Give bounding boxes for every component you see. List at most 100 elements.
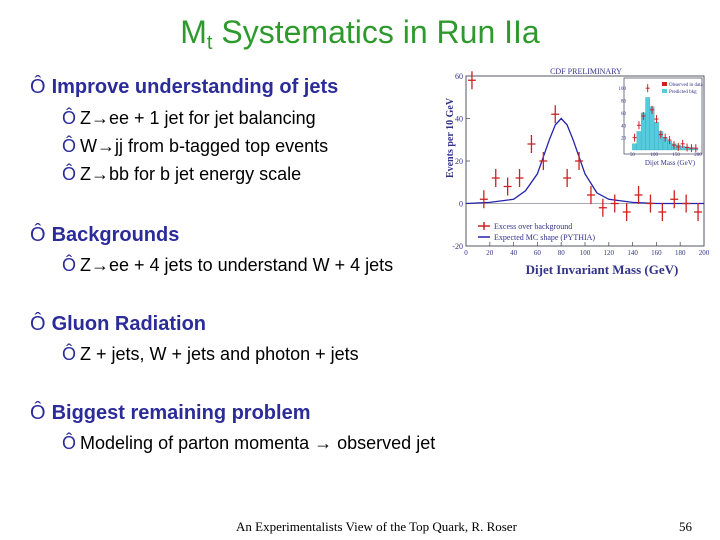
- x-tick-label: 40: [510, 249, 517, 257]
- x-tick-label: 20: [486, 249, 494, 257]
- inset-data-point: [663, 133, 668, 142]
- list-item-text: W→jj from b-tagged top events: [80, 136, 329, 156]
- data-point: [491, 169, 500, 187]
- inset-data-point: [641, 112, 646, 120]
- x-tick-label: 180: [675, 249, 686, 257]
- list-item: Ô Z→bb for b jet energy scale: [62, 164, 301, 185]
- inset-bin: [632, 143, 637, 151]
- x-tick-label: 80: [558, 249, 566, 257]
- legend-excess: Excess over background: [494, 222, 572, 231]
- data-point: [610, 194, 619, 213]
- bullet-icon: Ô: [62, 255, 77, 275]
- inset-legend-data: Observed in data: [669, 83, 704, 88]
- data-point: [479, 190, 488, 209]
- title-rest: Systematics in Run IIa: [212, 14, 540, 50]
- data-point: [539, 152, 548, 170]
- heading-text: Gluon Radiation: [51, 313, 206, 335]
- x-tick-label: 160: [651, 249, 662, 257]
- data-point: [527, 135, 536, 153]
- x-tick-label: 100: [580, 249, 591, 257]
- y-tick-label: 60: [455, 72, 463, 81]
- inset-data-point: [680, 139, 685, 148]
- title-main: M: [180, 14, 207, 50]
- y-tick-label: 20: [455, 157, 463, 166]
- x-tick-label: 140: [627, 249, 638, 257]
- list-item-text: Z→ee + 4 jets to understand W + 4 jets: [80, 255, 394, 275]
- heading-text: Biggest remaining problem: [51, 402, 311, 424]
- bullet-icon: Ô: [62, 344, 77, 364]
- heading-biggest-problem: Ô Biggest remaining problem: [30, 402, 311, 425]
- data-point: [467, 71, 476, 90]
- inset-y-tick-label: 80: [621, 100, 627, 105]
- data-point: [634, 186, 643, 204]
- bullet-icon: Ô: [30, 224, 46, 246]
- page-number: 56: [679, 519, 692, 534]
- plot-legend: Excess over background Expected MC shape…: [478, 222, 595, 242]
- inset-x-tick-label: 150: [672, 153, 680, 158]
- bullet-icon: Ô: [62, 108, 77, 128]
- data-point: [515, 169, 524, 187]
- inset-data-point: [689, 144, 694, 153]
- inset-x-tick-label: 50: [630, 153, 636, 158]
- x-tick-label: 60: [534, 249, 542, 257]
- list-item: Ô Z→ee + 4 jets to understand W + 4 jets: [62, 255, 393, 276]
- bullet-icon: Ô: [30, 313, 46, 335]
- y-tick-label: 0: [459, 200, 463, 209]
- inset-data-point: [645, 84, 650, 93]
- list-item: Ô Modeling of parton momenta → observed j…: [62, 433, 435, 454]
- bullet-icon: Ô: [62, 164, 77, 184]
- inset-data-point: [671, 141, 676, 150]
- list-item-text: Z→bb for b jet energy scale: [80, 164, 302, 184]
- x-tick-label: 120: [604, 249, 615, 257]
- y-tick-label: -20: [452, 242, 463, 251]
- list-item-text: Modeling of parton momenta → observed je…: [80, 433, 436, 453]
- inset-data-point: [693, 144, 698, 153]
- y-axis-label: Events per 10 GeV: [445, 97, 456, 178]
- footer-caption: An Experimentalists View of the Top Quar…: [236, 519, 517, 534]
- inset-data-point: [676, 142, 681, 151]
- data-point: [563, 169, 572, 187]
- heading-text: Improve understanding of jets: [51, 76, 339, 98]
- inset-data-point: [636, 121, 641, 130]
- data-point: [670, 190, 679, 209]
- inset-bin: [654, 122, 659, 151]
- list-item: Ô W→jj from b-tagged top events: [62, 136, 328, 157]
- x-tick-label: 200: [699, 249, 710, 257]
- bullet-icon: Ô: [30, 402, 46, 424]
- inset-x-label: Dijet Mass (GeV): [645, 159, 696, 167]
- heading-improve-jets: Ô Improve understanding of jets: [30, 76, 338, 99]
- title-subscript: t: [206, 32, 213, 54]
- inset-x-tick-label: 100: [651, 153, 659, 158]
- x-axis-label: Dijet Invariant Mass (GeV): [526, 262, 679, 277]
- legend-mc: Expected MC shape (PYTHIA): [494, 233, 595, 242]
- bullet-icon: Ô: [62, 136, 77, 156]
- data-point: [694, 203, 703, 221]
- data-point: [598, 198, 607, 217]
- list-item-text: Z→ee + 1 jet for jet balancing: [80, 108, 316, 128]
- list-item: Ô Z→ee + 1 jet for jet balancing: [62, 108, 316, 129]
- data-point: [586, 186, 595, 204]
- y-tick-label: 40: [455, 115, 463, 124]
- inset-data-point: [685, 143, 690, 152]
- mc-shape-curve: [465, 117, 704, 205]
- data-point: [551, 105, 560, 124]
- data-point: [646, 194, 655, 213]
- inset-layer: 100 80 60 40 20 50 100 150 200: [619, 84, 702, 158]
- inset-data-point: [667, 136, 672, 145]
- data-point: [575, 152, 584, 170]
- inset-y-tick-label: 100: [619, 87, 627, 92]
- inset-legend-marker-bkg: [662, 89, 667, 93]
- slide-title: Mt Systematics in Run IIa: [0, 14, 720, 55]
- inset-legend-marker-data: [662, 82, 667, 86]
- inset-y-tick-label: 40: [621, 124, 627, 129]
- data-point: [622, 203, 631, 221]
- heading-text: Backgrounds: [51, 224, 180, 246]
- data-point: [658, 203, 667, 221]
- inset-data-point: [632, 133, 637, 142]
- inset-legend-bkg: Predicted bkg: [669, 90, 697, 95]
- bullet-icon: Ô: [30, 76, 46, 98]
- inset-y-tick-label: 60: [621, 112, 627, 117]
- inset-data-point: [650, 105, 655, 114]
